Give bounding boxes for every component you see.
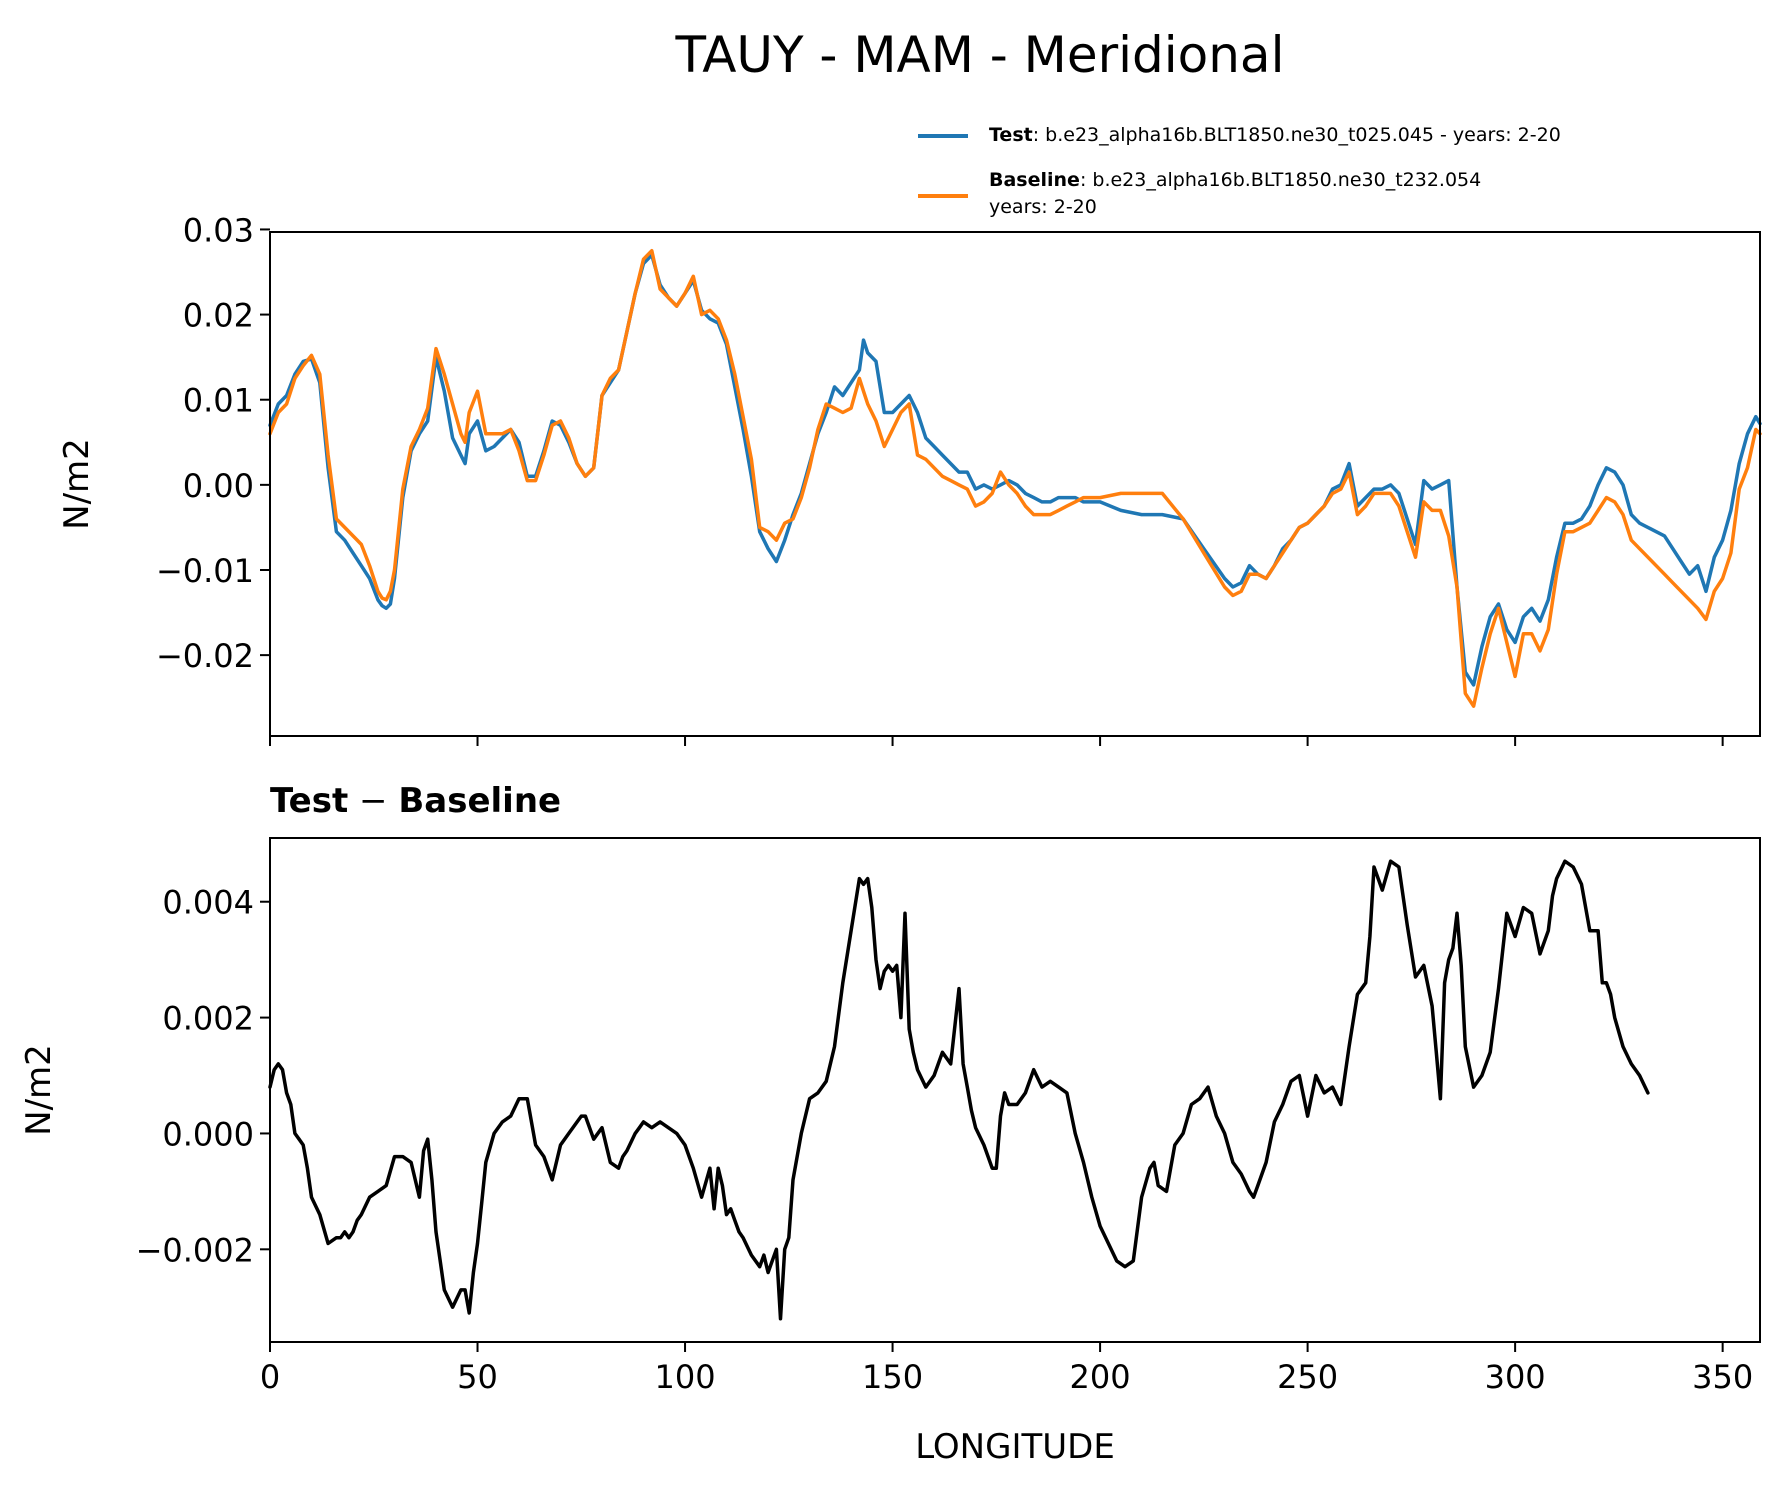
y-tick-label: −0.002: [136, 1231, 254, 1269]
bottom-panel-title: Test − Baseline: [270, 781, 561, 821]
x-tick-label: 0: [260, 1358, 280, 1396]
x-tick-label: 200: [1070, 1358, 1131, 1396]
y-tick-label: −0.02: [156, 637, 254, 675]
x-tick-label: 150: [862, 1358, 923, 1396]
top-x-ticks: [269, 736, 1724, 746]
x-tick-label: 350: [1692, 1358, 1753, 1396]
y-tick-label: 0.004: [162, 884, 254, 922]
legend-baseline-years: years: 2-20: [989, 196, 1097, 218]
top-series: [268, 248, 1762, 708]
bottom-series: [268, 859, 1650, 1321]
series-line-baseline: [268, 248, 1762, 708]
y-tick-label: 0.002: [162, 1000, 254, 1038]
bottom-y-ticks: −0.002 0.000 0.002 0.004: [136, 884, 270, 1269]
legend-baseline-label: Baseline: b.e23_alpha16b.BLT1850.ne30_t2…: [989, 169, 1481, 191]
series-line-test-baseline: [268, 859, 1650, 1321]
legend-test-label: Test: b.e23_alpha16b.BLT1850.ne30_t025.0…: [989, 124, 1561, 146]
bottom-y-label: N/m2: [19, 1044, 59, 1136]
y-tick-label: 0.00: [183, 467, 254, 505]
bottom-plot-frame: [269, 837, 1761, 1343]
y-tick-label: 0.000: [162, 1115, 254, 1153]
y-tick-label: 0.03: [183, 211, 254, 249]
bottom-x-ticks: 0 50 100 150 200 250 300 350: [260, 1342, 1753, 1396]
legend: Test: b.e23_alpha16b.BLT1850.ne30_t025.0…: [918, 124, 1561, 218]
y-tick-label: 0.02: [183, 297, 254, 335]
top-y-ticks: −0.02 −0.01 0.00 0.01 0.02 0.03: [156, 211, 270, 675]
x-tick-label: 250: [1277, 1358, 1338, 1396]
x-axis-label: LONGITUDE: [915, 1427, 1115, 1467]
bottom-panel: Test − Baseline −0.002 0.000 0.002 0.004 0 5…: [19, 781, 1761, 1467]
y-tick-label: 0.01: [183, 382, 254, 420]
x-tick-label: 100: [655, 1358, 716, 1396]
y-tick-label: −0.01: [156, 552, 254, 590]
series-line-test: [268, 253, 1762, 687]
x-tick-label: 50: [457, 1358, 498, 1396]
top-y-label: N/m2: [57, 438, 97, 530]
x-tick-label: 300: [1485, 1358, 1546, 1396]
top-panel: −0.02 −0.01 0.00 0.01 0.02 0.03 N/m2: [57, 211, 1762, 746]
chart-title: TAUY - MAM - Meridional: [675, 26, 1285, 84]
